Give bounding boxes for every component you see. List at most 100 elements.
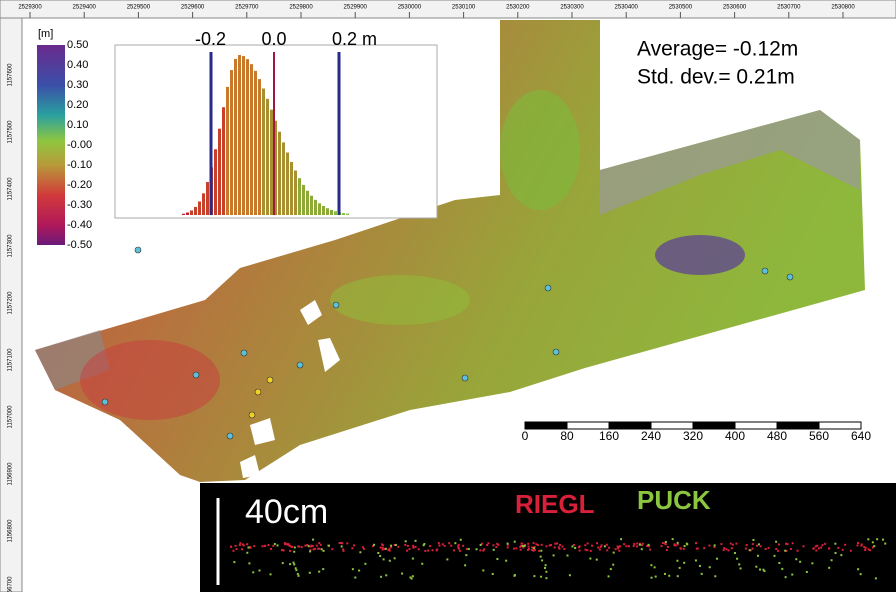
scale-label: 0: [522, 429, 529, 443]
profile-point: [404, 544, 406, 546]
profile-point: [480, 544, 482, 546]
profile-point: [606, 544, 608, 546]
profile-point: [476, 548, 478, 550]
profile-point: [620, 538, 622, 540]
ruler-label: 1157600: [8, 63, 14, 87]
profile-point: [617, 547, 619, 549]
profile-point: [601, 544, 603, 546]
profile-point: [869, 549, 871, 551]
profile-point: [758, 543, 760, 545]
scale-label: 480: [767, 429, 787, 443]
profile-point: [578, 546, 580, 548]
stats-average: Average= -0.12m: [637, 38, 798, 61]
profile-point: [412, 575, 414, 577]
profile-point: [795, 558, 797, 560]
profile-point: [768, 547, 770, 549]
profile-point: [785, 543, 787, 545]
profile-point: [651, 577, 653, 579]
control-point: [553, 349, 559, 355]
scale-label: 160: [599, 429, 619, 443]
control-point: [241, 350, 247, 356]
profile-point: [465, 554, 467, 556]
colorbar-label: -0.00: [67, 139, 92, 151]
profile-point: [448, 542, 450, 544]
profile-point: [540, 550, 542, 552]
profile-point: [544, 567, 546, 569]
profile-point: [291, 546, 293, 548]
scale-segment: [735, 422, 777, 429]
histogram-bar: [294, 171, 297, 215]
histogram-bar: [246, 59, 249, 215]
profile-point: [615, 548, 617, 550]
profile-point: [462, 545, 464, 547]
profile-point: [495, 546, 497, 548]
profile-point: [725, 548, 727, 550]
profile-point: [864, 549, 866, 551]
profile-point: [507, 546, 509, 548]
control-point: [249, 412, 255, 418]
profile-point: [589, 558, 591, 560]
profile-point: [252, 571, 254, 573]
colorbar-label: 0.20: [67, 99, 88, 111]
ruler-label: 2529900: [344, 5, 368, 11]
profile-point: [857, 568, 859, 570]
profile-point: [799, 561, 801, 563]
profile-point: [708, 545, 710, 547]
profile-point: [253, 545, 255, 547]
profile-point: [668, 575, 670, 577]
ruler-label: 1157100: [8, 348, 14, 372]
profile-point: [468, 548, 470, 550]
profile-point: [765, 548, 767, 550]
profile-point: [738, 563, 740, 565]
profile-point: [661, 545, 663, 547]
legend-riegl: RIEGL: [515, 489, 595, 519]
profile-point: [289, 563, 291, 565]
profile-point: [258, 569, 260, 571]
legend-puck: PUCK: [637, 485, 711, 515]
scale-segment: [651, 422, 693, 429]
profile-point: [541, 559, 543, 561]
profile-point: [860, 545, 862, 547]
profile-point: [574, 547, 576, 549]
profile-point: [328, 545, 330, 547]
profile-point: [309, 572, 311, 574]
profile-point: [746, 544, 748, 546]
profile-point: [458, 544, 460, 546]
profile-point: [545, 577, 547, 579]
scale-label: 640: [851, 429, 871, 443]
profile-point: [723, 547, 725, 549]
colorbar-unit: [m]: [38, 28, 53, 40]
control-point: [255, 389, 261, 395]
profile-point: [649, 549, 651, 551]
ruler-label: 2530700: [777, 5, 801, 11]
profile-point: [882, 539, 884, 541]
profile-point: [309, 550, 311, 552]
colorbar-label: -0.20: [67, 179, 92, 191]
profile-point: [740, 567, 742, 569]
control-point: [333, 302, 339, 308]
profile-point: [695, 542, 697, 544]
profile-point: [377, 552, 379, 554]
control-point: [267, 377, 273, 383]
profile-point: [648, 544, 650, 546]
profile-point: [373, 544, 375, 546]
profile-point: [497, 544, 499, 546]
profile-point: [331, 548, 333, 550]
profile-point: [636, 545, 638, 547]
profile-point: [380, 576, 382, 578]
profile-point: [379, 555, 381, 557]
profile-point: [667, 546, 669, 548]
histogram-bar: [194, 207, 197, 215]
colorbar: [37, 45, 65, 245]
profile-point: [514, 541, 516, 543]
profile-point: [438, 545, 440, 547]
profile-point: [873, 545, 875, 547]
profile-point: [828, 567, 830, 569]
profile-point: [492, 544, 494, 546]
profile-point: [322, 568, 324, 570]
histogram-bar: [190, 210, 193, 215]
profile-point: [563, 548, 565, 550]
profile-point: [281, 549, 283, 551]
profile-point: [844, 544, 846, 546]
profile-point: [820, 547, 822, 549]
